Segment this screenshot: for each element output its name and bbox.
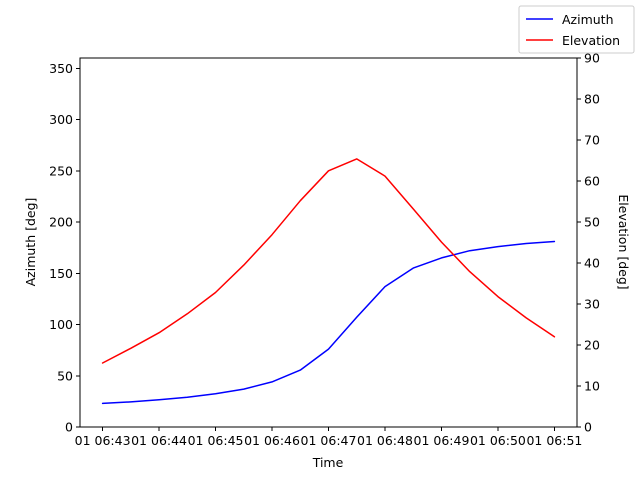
y-right-tick-label: 30 <box>584 297 600 312</box>
x-tick-label: 01 06:46 <box>244 433 300 448</box>
y-right-tick-label: 50 <box>584 215 600 230</box>
y-right-tick-label: 20 <box>584 338 600 353</box>
y-axis-label-left: Azimuth [deg] <box>23 198 38 287</box>
x-tick-label: 01 06:51 <box>526 433 582 448</box>
y-left-tick-label: 350 <box>49 61 73 76</box>
series-line-elevation <box>101 158 556 364</box>
plot-frame <box>79 57 578 428</box>
y-right-tick-label: 40 <box>584 256 600 271</box>
y-left-tick-label: 250 <box>49 163 73 178</box>
y-left-tick-label: 150 <box>49 266 73 281</box>
x-tick-label: 01 06:45 <box>188 433 244 448</box>
y-axis-label-right: Elevation [deg] <box>616 194 631 289</box>
y-right-tick-label: 70 <box>584 133 600 148</box>
y-right-tick-label: 80 <box>584 92 600 107</box>
x-tick-label: 01 06:47 <box>301 433 357 448</box>
y-right-tick-label: 10 <box>584 379 600 394</box>
x-tick-label: 01 06:50 <box>470 433 526 448</box>
y-left-tick-label: 100 <box>49 317 73 332</box>
x-tick-label: 01 06:49 <box>414 433 470 448</box>
y-right-tick-label: 0 <box>584 420 592 435</box>
ticks: 0 50 100 150 200 250 300 350 0 10 20 30 40 50 60 70 80 90… <box>49 51 600 449</box>
x-tick-label: 01 06:44 <box>131 433 187 448</box>
axes <box>79 57 578 428</box>
y-left-tick-label: 0 <box>65 420 73 435</box>
y-right-tick-label: 60 <box>584 174 600 189</box>
legend-box <box>518 5 635 54</box>
x-axis-label: Time <box>312 455 344 470</box>
legend: Azimuth Elevation <box>518 5 635 54</box>
plot-lines <box>101 158 556 405</box>
y-right-tick-label: 90 <box>584 51 600 66</box>
legend-label-elevation: Elevation <box>562 33 620 48</box>
legend-label-azimuth: Azimuth <box>562 12 614 27</box>
x-tick-label: 01 06:43 <box>75 433 131 448</box>
y-left-tick-label: 300 <box>49 112 73 127</box>
y-left-tick-label: 50 <box>57 368 73 383</box>
x-tick-label: 01 06:48 <box>357 433 413 448</box>
series-line-azimuth <box>101 240 556 405</box>
y-left-tick-label: 200 <box>49 215 73 230</box>
